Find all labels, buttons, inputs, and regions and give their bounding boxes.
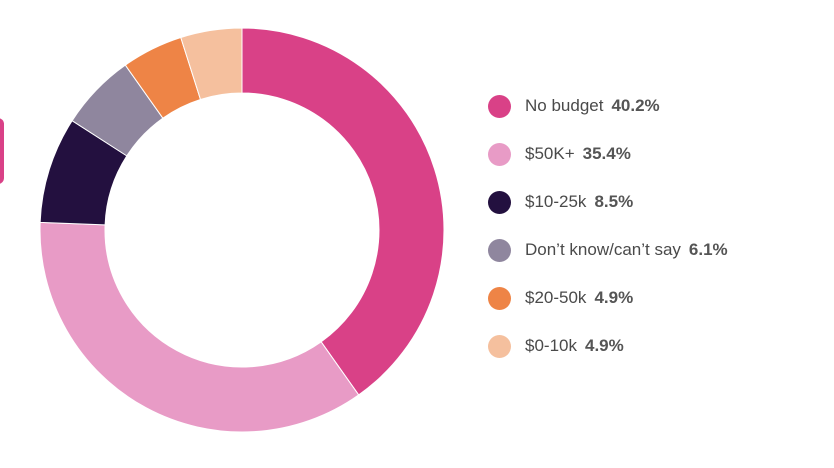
legend-value-0-10k: 4.9% <box>584 336 624 355</box>
legend-value-dont-know: 6.1% <box>688 240 728 259</box>
legend-label-10-25k: $10-25k <box>525 192 587 211</box>
legend-item-0-10k: $0-10k 4.9% <box>488 322 728 370</box>
legend-swatch-20-50k <box>488 286 511 310</box>
legend-swatch-dont-know <box>488 238 511 262</box>
legend-item-50k-plus: $50K+ 35.4% <box>488 130 728 178</box>
edge-accent-decoration <box>0 118 4 184</box>
legend-label-50k-plus: $50K+ <box>525 144 575 163</box>
legend-value-10-25k: 8.5% <box>594 192 634 211</box>
legend-value-20-50k: 4.9% <box>594 288 634 307</box>
legend-item-20-50k: $20-50k 4.9% <box>488 274 728 322</box>
legend-item-no-budget: No budget 40.2% <box>488 82 728 130</box>
legend-swatch-no-budget <box>488 94 511 118</box>
legend-value-50k-plus: 35.4% <box>582 144 631 163</box>
chart-legend: No budget 40.2% $50K+ 35.4% $10-25k 8.5%… <box>488 82 728 370</box>
legend-swatch-50k-plus <box>488 142 511 166</box>
legend-value-no-budget: 40.2% <box>611 96 660 115</box>
donut-slice-0-10k <box>180 27 243 101</box>
legend-label-0-10k: $0-10k <box>525 336 577 355</box>
legend-label-20-50k: $20-50k <box>525 288 587 307</box>
legend-swatch-0-10k <box>488 334 511 358</box>
legend-item-dont-know: Don’t know/can’t say 6.1% <box>488 226 728 274</box>
legend-swatch-10-25k <box>488 190 511 214</box>
donut-slice-no-budget <box>241 27 445 396</box>
legend-item-10-25k: $10-25k 8.5% <box>488 178 728 226</box>
donut-slice-50k <box>39 221 360 433</box>
legend-label-no-budget: No budget <box>525 96 604 115</box>
legend-label-dont-know: Don’t know/can’t say <box>525 240 681 259</box>
donut-chart <box>39 27 445 433</box>
